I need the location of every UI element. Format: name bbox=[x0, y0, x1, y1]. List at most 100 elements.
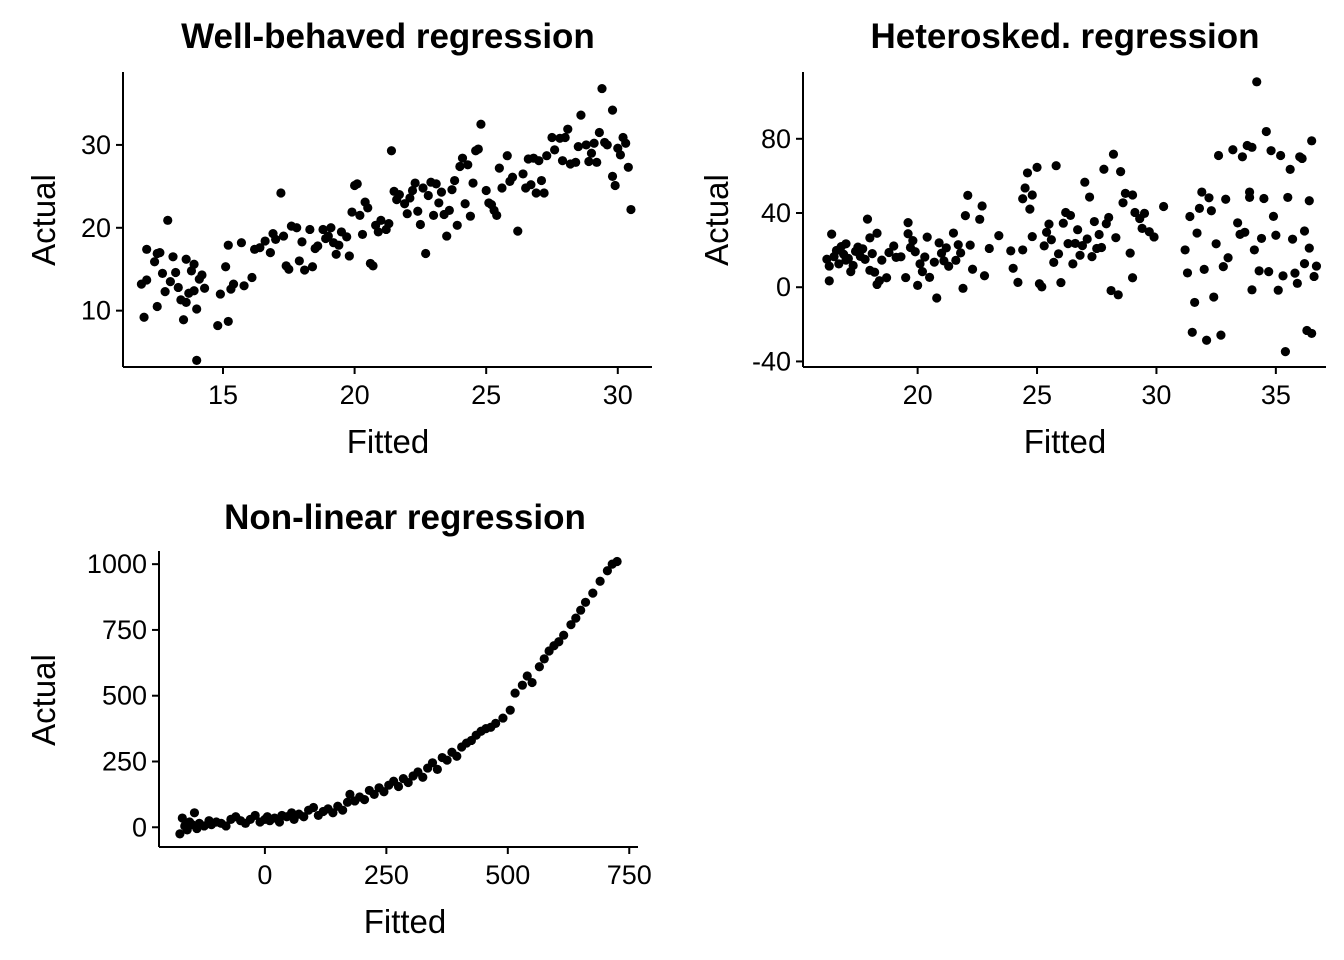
data-point bbox=[1247, 285, 1257, 295]
data-point bbox=[610, 180, 620, 191]
data-point bbox=[1020, 183, 1030, 193]
data-point bbox=[951, 255, 961, 265]
data-point bbox=[498, 713, 508, 723]
data-point bbox=[626, 204, 636, 215]
data-point bbox=[1056, 277, 1066, 288]
data-point bbox=[903, 229, 913, 239]
data-point bbox=[355, 210, 365, 220]
x-axis-label: Fitted bbox=[347, 423, 430, 460]
data-point bbox=[917, 267, 928, 277]
data-point bbox=[326, 223, 336, 233]
data-point bbox=[149, 257, 160, 267]
data-point bbox=[571, 613, 581, 623]
data-point bbox=[573, 141, 583, 152]
data-point bbox=[407, 185, 418, 196]
data-point bbox=[1051, 161, 1061, 171]
data-point bbox=[1187, 327, 1197, 337]
data-point bbox=[497, 183, 507, 193]
data-point bbox=[588, 588, 598, 598]
data-point bbox=[357, 229, 368, 240]
data-point bbox=[963, 190, 973, 200]
data-point bbox=[418, 772, 428, 782]
data-point bbox=[403, 777, 413, 788]
data-point bbox=[450, 175, 460, 186]
data-point bbox=[1008, 263, 1018, 273]
x-tick-label: 20 bbox=[903, 380, 933, 410]
data-point bbox=[967, 264, 978, 274]
y-tick-label: 1000 bbox=[87, 549, 147, 579]
data-point bbox=[276, 188, 286, 198]
data-point bbox=[1180, 245, 1190, 255]
data-point bbox=[607, 105, 618, 115]
data-point bbox=[884, 247, 894, 258]
data-point bbox=[874, 276, 885, 286]
data-point bbox=[1206, 206, 1216, 216]
data-point bbox=[1209, 292, 1219, 302]
data-point bbox=[1025, 204, 1035, 214]
x-tick-label: 500 bbox=[485, 860, 530, 890]
data-point bbox=[305, 224, 315, 235]
data-point bbox=[393, 781, 404, 792]
y-tick-label: -40 bbox=[752, 346, 791, 376]
data-point bbox=[1211, 239, 1221, 249]
data-point bbox=[1041, 227, 1052, 237]
data-point bbox=[623, 162, 633, 172]
data-point bbox=[368, 261, 378, 271]
data-point bbox=[442, 231, 452, 241]
data-point bbox=[373, 227, 383, 237]
data-point bbox=[595, 576, 605, 586]
data-point bbox=[1037, 282, 1047, 292]
data-point bbox=[1201, 335, 1212, 345]
data-point bbox=[1120, 188, 1130, 198]
data-point bbox=[560, 132, 570, 143]
data-point bbox=[1304, 196, 1314, 206]
data-point bbox=[557, 156, 568, 166]
data-point bbox=[1032, 162, 1042, 172]
data-point bbox=[581, 140, 591, 150]
data-point bbox=[168, 252, 178, 262]
data-point bbox=[984, 243, 994, 254]
y-tick-label: 0 bbox=[132, 812, 147, 842]
data-point bbox=[197, 270, 207, 280]
data-point bbox=[944, 261, 954, 271]
data-point bbox=[924, 272, 935, 282]
data-point bbox=[308, 802, 319, 813]
data-point bbox=[1307, 136, 1317, 146]
data-point bbox=[278, 231, 289, 241]
data-point bbox=[1077, 241, 1088, 251]
x-tick-label: 750 bbox=[607, 860, 652, 890]
data-point bbox=[1084, 192, 1095, 202]
data-point bbox=[1254, 266, 1264, 276]
data-point bbox=[1218, 262, 1228, 272]
data-point bbox=[526, 180, 536, 190]
y-tick-label: 750 bbox=[102, 615, 147, 645]
data-point bbox=[432, 764, 442, 774]
data-point bbox=[1271, 230, 1281, 240]
data-point bbox=[867, 249, 877, 259]
data-point bbox=[342, 797, 353, 807]
data-point bbox=[292, 223, 302, 233]
data-point bbox=[910, 247, 920, 257]
data-point bbox=[554, 637, 564, 647]
data-point bbox=[1309, 271, 1319, 282]
data-point bbox=[223, 316, 233, 327]
data-point bbox=[247, 272, 257, 283]
data-point bbox=[307, 262, 318, 272]
data-point bbox=[915, 259, 925, 269]
data-point bbox=[323, 231, 333, 241]
data-point bbox=[953, 240, 963, 250]
data-point bbox=[858, 244, 868, 254]
data-point bbox=[1108, 149, 1119, 159]
data-point bbox=[175, 829, 185, 839]
data-point bbox=[447, 185, 457, 195]
y-tick-label: 80 bbox=[761, 124, 791, 154]
data-point bbox=[1307, 328, 1317, 339]
data-point bbox=[1204, 193, 1214, 203]
data-point bbox=[1006, 246, 1016, 256]
data-point bbox=[527, 677, 537, 688]
data-point bbox=[297, 237, 307, 247]
data-point bbox=[415, 219, 425, 230]
data-point bbox=[1027, 231, 1037, 242]
x-axis-label: Fitted bbox=[364, 903, 447, 940]
panel-non-linear: Non-linear regression Fitted Actual 0 250… bbox=[25, 498, 652, 940]
